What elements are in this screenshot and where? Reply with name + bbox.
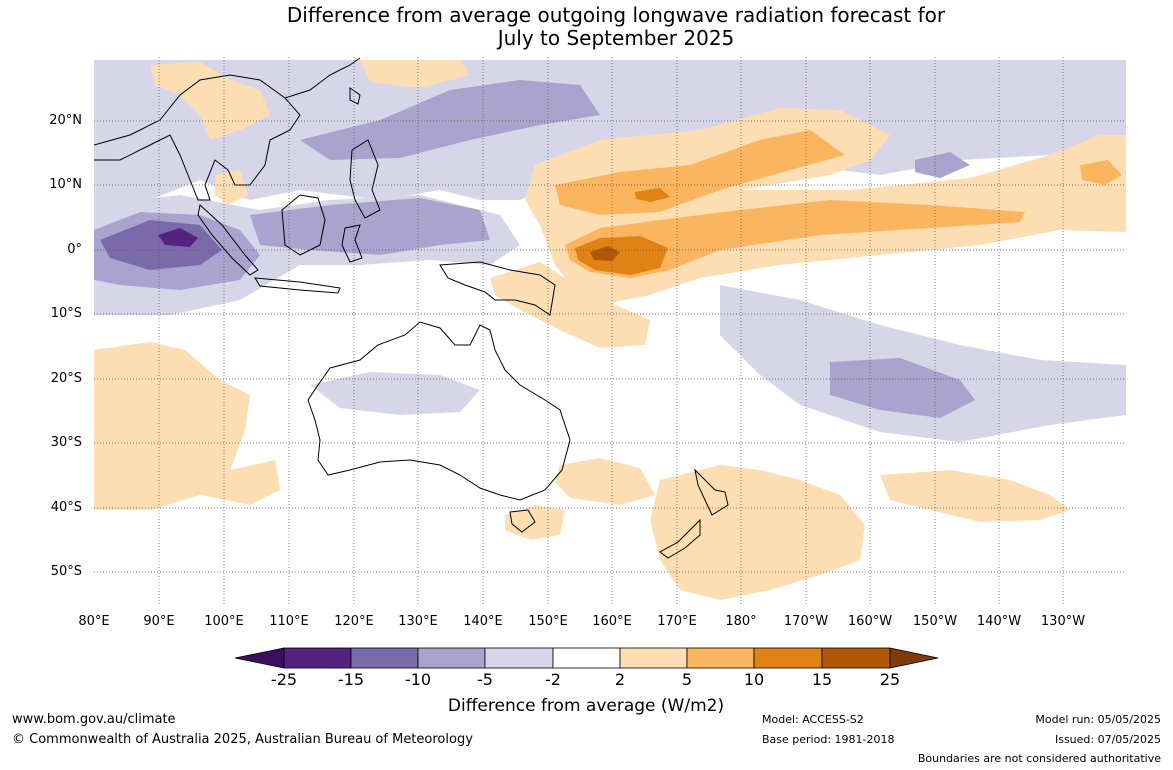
lat-label-10S: 10°S xyxy=(50,306,82,321)
negative-anomaly-very-strong-west xyxy=(158,228,198,247)
negative-anomaly-australia xyxy=(310,372,480,415)
model-name: Model: ACCESS-S2 xyxy=(762,713,864,726)
new-zealand-north-coastline xyxy=(694,468,729,516)
copyright-text: © Commonwealth of Australia 2025, Austra… xyxy=(12,732,473,747)
positive-anomaly-north-pacific xyxy=(360,60,470,88)
gridlines xyxy=(94,57,1126,605)
lon-label-80E: 80°E xyxy=(78,614,110,629)
model-run-date: Model run: 05/05/2025 xyxy=(1035,713,1161,726)
positive-anomaly-strong-north xyxy=(635,188,670,202)
lon-label-90E: 90°E xyxy=(143,614,175,629)
lon-label-140W: 140°W xyxy=(976,614,1022,629)
sumatra-coastline xyxy=(197,204,259,276)
colorbar-tick-4: -5 xyxy=(477,670,493,689)
colorbar-tick-10: 25 xyxy=(879,670,901,689)
lon-label-120E: 120°E xyxy=(334,614,374,629)
lon-label-180: 180° xyxy=(725,614,757,629)
lon-label-140E: 140°E xyxy=(463,614,503,629)
lat-label-50S: 50°S xyxy=(50,564,82,579)
colorbar-swatch-3 xyxy=(417,647,486,669)
colorbar-tick-8: 10 xyxy=(743,670,765,689)
colorbar-tick-5: -2 xyxy=(545,670,561,689)
colorbar-min-extension xyxy=(234,647,285,669)
sulawesi-coastline xyxy=(341,224,363,263)
lat-label-20S: 20°S xyxy=(50,371,82,386)
positive-anomaly-moderate-equatorial-band xyxy=(565,200,1025,278)
colorbar-swatch-6 xyxy=(619,647,688,669)
colorbar-tick-1: -25 xyxy=(270,670,298,689)
negative-anomaly-south-pacific xyxy=(720,285,1126,442)
colorbar-tick-3: -10 xyxy=(404,670,432,689)
new-zealand-south-coastline xyxy=(659,518,701,559)
china-coastline xyxy=(284,57,361,99)
negative-anomaly-moderate-south-pacific xyxy=(830,358,975,418)
issued-date: Issued: 07/05/2025 xyxy=(1054,733,1161,746)
positive-anomaly-southwest-indian xyxy=(94,342,280,510)
new-guinea-coastline xyxy=(439,261,556,316)
lon-label-100E: 100°E xyxy=(204,614,244,629)
colorbar xyxy=(234,647,939,669)
colorbar-tick-6: 2 xyxy=(614,670,626,689)
colorbar-swatch-2 xyxy=(350,647,419,669)
negative-anomaly-strong-west xyxy=(100,220,222,270)
lat-label-30S: 30°S xyxy=(50,435,82,450)
base-period: Base period: 1981-2018 xyxy=(762,733,895,746)
map-title: Difference from average outgoing longwav… xyxy=(0,4,1173,50)
positive-anomaly-tasman xyxy=(555,458,655,505)
colorbar-swatch-1 xyxy=(283,647,352,669)
colorbar-max-extension xyxy=(889,647,939,669)
lat-label-10N: 10°N xyxy=(49,177,82,192)
lon-label-160E: 160°E xyxy=(592,614,632,629)
lat-label-0: 0° xyxy=(67,242,82,257)
anomaly-regions xyxy=(94,60,1126,600)
colorbar-tick-2: -15 xyxy=(337,670,365,689)
positive-anomaly-png xyxy=(490,262,650,348)
positive-anomaly-very-strong xyxy=(590,246,620,261)
boundaries-disclaimer: Boundaries are not considered authoritat… xyxy=(917,752,1161,765)
positive-anomaly-indochina xyxy=(150,62,270,140)
negative-anomaly-moderate-indonesia xyxy=(250,198,490,255)
lon-label-130W: 130°W xyxy=(1040,614,1086,629)
positive-anomaly-nz xyxy=(650,465,865,600)
lat-label-20N: 20°N xyxy=(49,113,82,128)
colorbar-tick-7: 5 xyxy=(681,670,693,689)
title-line-2: July to September 2025 xyxy=(497,26,735,50)
colorbar-swatch-8 xyxy=(753,647,823,669)
australia-coastline xyxy=(307,321,571,501)
philippines-coastline xyxy=(349,139,381,219)
java-coastline xyxy=(254,277,341,294)
positive-anomaly-moderate-east xyxy=(1080,160,1122,185)
colorbar-swatch-4 xyxy=(484,647,554,669)
colorbar-swatch-9 xyxy=(821,647,891,669)
colorbar-swatch-7 xyxy=(686,647,755,669)
lon-label-170W: 170°W xyxy=(783,614,829,629)
lon-label-170E: 170°E xyxy=(657,614,697,629)
lon-label-110E: 110°E xyxy=(269,614,309,629)
colorbar-swatch-5 xyxy=(552,647,621,669)
lon-label-150E: 150°E xyxy=(528,614,568,629)
negative-anomaly-moderate-east xyxy=(915,152,970,178)
borneo-coastline xyxy=(281,194,326,256)
lon-label-150W: 150°W xyxy=(912,614,958,629)
colorbar-tick-9: 15 xyxy=(811,670,833,689)
lon-label-160W: 160°W xyxy=(847,614,893,629)
website-link[interactable]: www.bom.gov.au/climate xyxy=(12,712,176,727)
positive-anomaly-southeast xyxy=(880,470,1070,522)
negative-anomaly-north xyxy=(94,60,1126,205)
lon-label-130E: 130°E xyxy=(398,614,438,629)
tasmania-coastline xyxy=(509,509,536,533)
positive-anomaly-philippines xyxy=(215,170,248,205)
japan-taiwan-coastline xyxy=(349,87,361,105)
lat-label-40S: 40°S xyxy=(50,500,82,515)
negative-anomaly-moderate-north xyxy=(300,80,600,160)
positive-anomaly-moderate-north-band xyxy=(555,130,845,215)
title-line-1: Difference from average outgoing longwav… xyxy=(286,3,946,27)
colorbar-title: Difference from average (W/m2) xyxy=(447,696,725,716)
positive-anomaly-strong xyxy=(575,236,668,275)
